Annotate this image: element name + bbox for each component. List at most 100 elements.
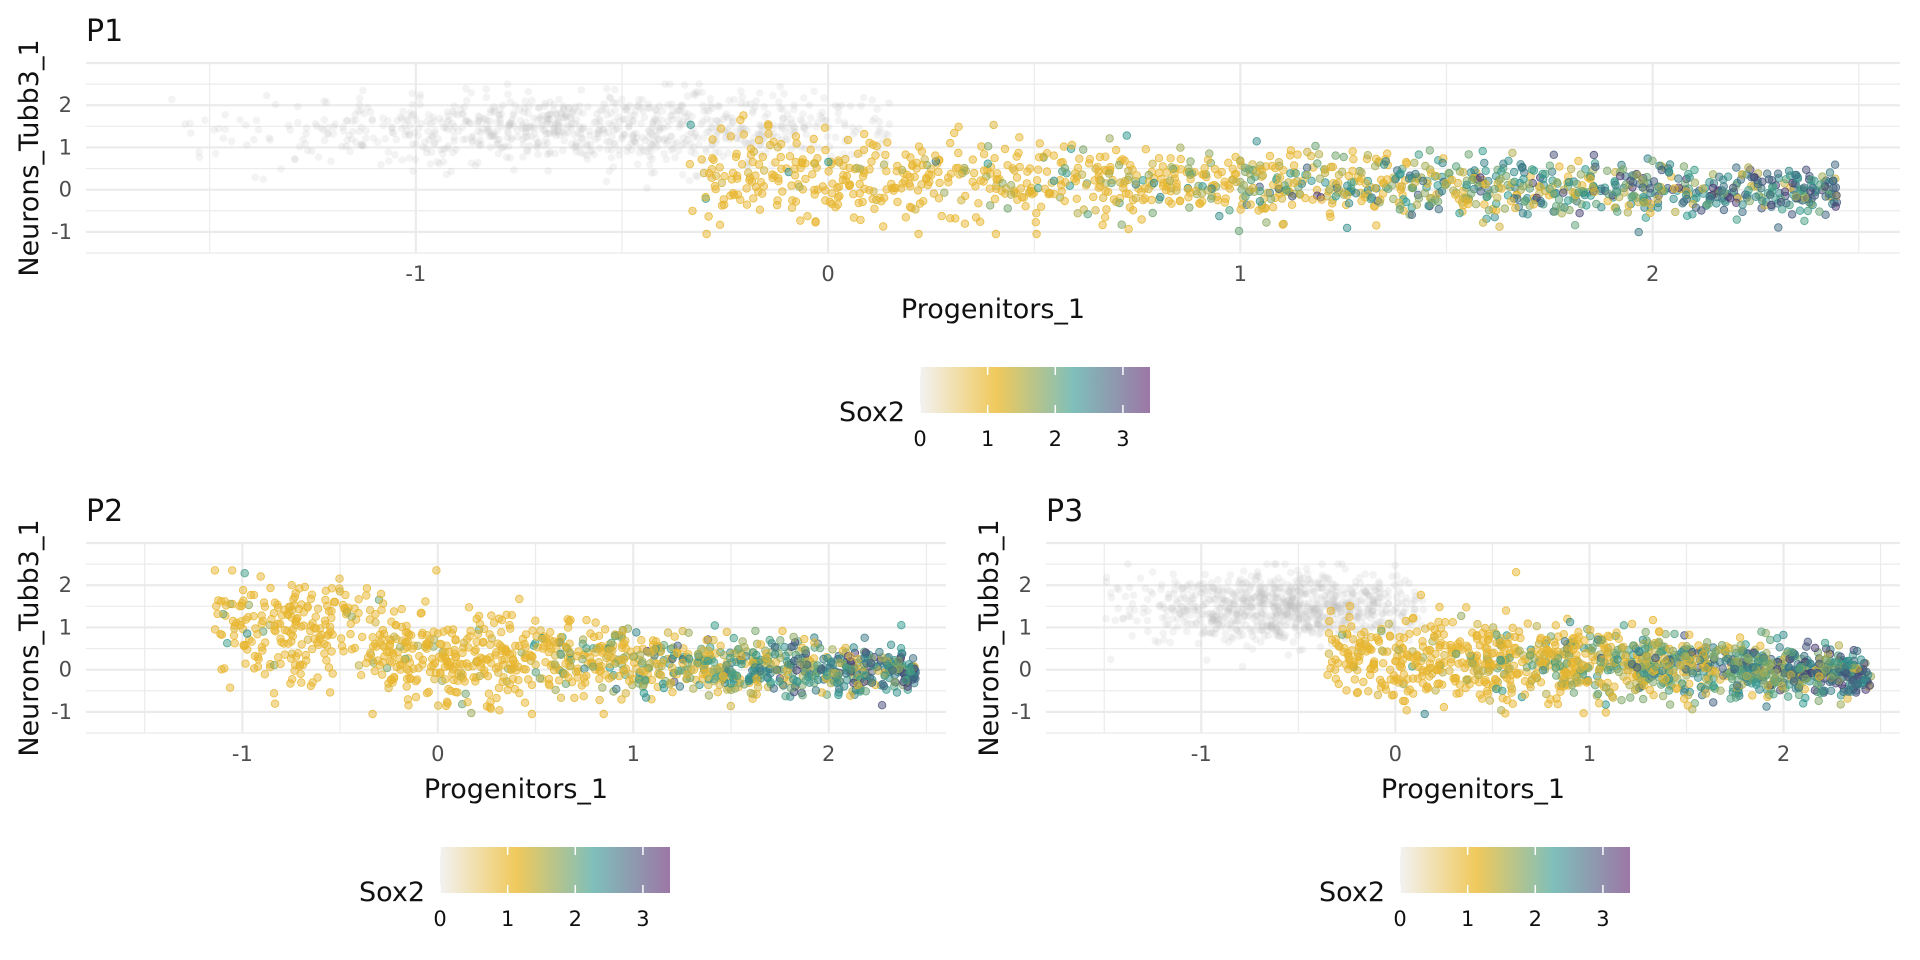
unexpressed-point (612, 99, 620, 107)
data-point (270, 625, 279, 635)
y-tick-label: 2 (59, 573, 72, 597)
data-point (746, 144, 756, 153)
data-point (1463, 199, 1473, 209)
data-point (1220, 177, 1229, 186)
data-point (1260, 204, 1270, 213)
unexpressed-point (379, 114, 387, 122)
data-point (581, 678, 590, 687)
unexpressed-point (726, 121, 735, 130)
unexpressed-point (678, 120, 686, 129)
data-point (1266, 194, 1276, 204)
unexpressed-point (409, 167, 417, 175)
unexpressed-point (600, 129, 609, 137)
unexpressed-point (649, 117, 657, 126)
unexpressed-point (252, 116, 261, 125)
data-point (766, 677, 775, 687)
unexpressed-point (742, 139, 750, 147)
unexpressed-point (572, 143, 580, 151)
unexpressed-point (579, 109, 587, 117)
data-point (428, 654, 437, 663)
x-tick-label: 1 (627, 742, 640, 766)
unexpressed-point (436, 114, 444, 123)
unexpressed-point (529, 121, 538, 130)
data-point (1646, 208, 1655, 217)
data-point (422, 631, 431, 640)
unexpressed-point (834, 103, 842, 112)
data-point (861, 687, 871, 696)
unexpressed-point (1199, 602, 1208, 611)
data-point (1198, 170, 1207, 179)
data-point (1702, 200, 1712, 209)
data-point (566, 615, 575, 625)
unexpressed-point (851, 127, 860, 136)
data-point (362, 591, 371, 600)
unexpressed-point (421, 138, 429, 147)
data-point (1718, 175, 1728, 184)
data-point (1551, 640, 1560, 650)
unexpressed-point (758, 124, 766, 133)
data-point (726, 701, 735, 711)
data-point (314, 640, 323, 649)
data-point (582, 615, 591, 625)
data-point (1611, 180, 1620, 190)
unexpressed-point (363, 103, 372, 112)
unexpressed-point (467, 159, 476, 167)
data-point (582, 644, 591, 653)
data-point (1478, 146, 1487, 156)
unexpressed-point (722, 110, 731, 118)
data-point (1339, 152, 1348, 162)
unexpressed-point (840, 119, 849, 127)
unexpressed-point (536, 113, 544, 122)
data-point (820, 123, 830, 132)
data-point (1748, 691, 1757, 700)
data-point (408, 644, 417, 653)
unexpressed-point (250, 135, 258, 144)
data-point (675, 682, 685, 691)
unexpressed-point (458, 123, 467, 132)
data-point (1843, 694, 1852, 703)
data-point (1501, 606, 1511, 615)
unexpressed-point (320, 136, 329, 145)
data-point (1735, 633, 1745, 642)
data-point (321, 595, 330, 605)
unexpressed-point (588, 147, 596, 155)
unexpressed-point (670, 139, 679, 148)
unexpressed-point (816, 111, 825, 120)
unexpressed-point (236, 116, 244, 124)
data-point (346, 629, 355, 639)
data-point (1085, 154, 1095, 164)
data-point (1509, 167, 1519, 177)
data-point (1184, 193, 1193, 202)
data-point (742, 184, 751, 193)
data-point (1014, 148, 1023, 158)
unexpressed-point (674, 147, 683, 155)
unexpressed-point (671, 153, 679, 162)
data-point (1215, 211, 1224, 221)
data-point (813, 153, 822, 163)
data-point (1458, 168, 1468, 177)
unexpressed-point (393, 117, 401, 125)
unexpressed-point (868, 96, 877, 104)
data-point (670, 632, 679, 641)
data-point (1258, 171, 1268, 180)
unexpressed-point (509, 109, 518, 117)
data-point (778, 187, 787, 196)
data-point (1186, 174, 1195, 184)
data-point (246, 590, 256, 600)
unexpressed-point (604, 119, 613, 128)
unexpressed-point (354, 107, 363, 115)
data-point (1170, 169, 1179, 179)
unexpressed-point (521, 97, 529, 105)
unexpressed-point (522, 127, 530, 136)
unexpressed-point (545, 129, 554, 138)
data-point (1496, 174, 1505, 184)
data-point (1186, 157, 1195, 166)
unexpressed-point (583, 140, 592, 148)
data-point (839, 170, 848, 180)
unexpressed-point (476, 136, 485, 144)
unexpressed-point (423, 149, 431, 157)
unexpressed-point (778, 122, 786, 131)
unexpressed-point (730, 95, 738, 104)
data-point (1825, 168, 1835, 177)
unexpressed-point (1283, 614, 1292, 622)
